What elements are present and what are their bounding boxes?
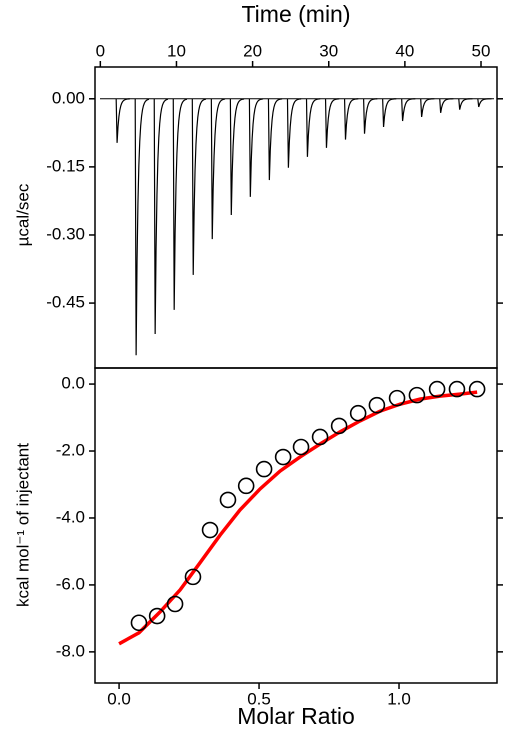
- x-tick-label: 0.0: [107, 689, 131, 708]
- x-tick-label: 1.0: [387, 689, 411, 708]
- bottom-frame: [94, 367, 498, 684]
- y-tick-label: -4.0: [56, 507, 85, 526]
- data-point: [408, 386, 426, 404]
- x-axis-title: Molar Ratio: [237, 703, 355, 729]
- data-point: [130, 614, 148, 632]
- data-point: [448, 380, 466, 398]
- injection-peak: [153, 98, 169, 334]
- injection-peak: [343, 98, 359, 140]
- injection-peak: [420, 98, 435, 118]
- y-tick-label: -8.0: [56, 641, 85, 660]
- x-tick-label: 20: [243, 41, 262, 60]
- data-point: [237, 477, 255, 495]
- injection-peak: [401, 98, 416, 122]
- injection-peak: [363, 98, 378, 134]
- y-tick-label: -0.45: [46, 293, 85, 312]
- y-axis-title: µcal/sec: [13, 183, 32, 246]
- data-point: [330, 417, 348, 435]
- injection-peak: [458, 98, 473, 110]
- data-point: [166, 595, 184, 613]
- y-tick-label: 0.00: [52, 88, 85, 107]
- injection-peak: [267, 98, 283, 181]
- data-point: [388, 389, 406, 407]
- injection-peak: [134, 98, 150, 356]
- x-tick-label: 50: [472, 41, 491, 60]
- x-tick-label: 40: [395, 41, 414, 60]
- y-tick-label: -2.0: [56, 441, 85, 460]
- x-axis-title: Time (min): [241, 1, 350, 27]
- x-tick-label: 0: [96, 41, 105, 60]
- data-point: [255, 460, 273, 478]
- x-tick-label: 10: [167, 41, 186, 60]
- data-point: [368, 396, 386, 414]
- injection-peak: [305, 98, 321, 157]
- injection-peak: [210, 98, 226, 240]
- data-point: [274, 448, 292, 466]
- injection-peak: [324, 98, 340, 148]
- data-point: [184, 568, 202, 586]
- data-point: [148, 607, 166, 625]
- data-point: [311, 428, 329, 446]
- injection-peak: [382, 98, 397, 127]
- data-point: [219, 491, 237, 509]
- data-point: [428, 380, 446, 398]
- data-point: [201, 521, 219, 539]
- injection-peak: [115, 98, 130, 143]
- injection-peak: [172, 98, 188, 310]
- y-tick-label: 0.0: [61, 374, 85, 393]
- injection-peak: [439, 98, 454, 113]
- x-tick-label: 30: [319, 41, 338, 60]
- injection-peak: [248, 98, 264, 197]
- injection-peak: [191, 98, 207, 275]
- y-tick-label: -6.0: [56, 574, 85, 593]
- injection-peak: [229, 98, 245, 216]
- injection-peak: [477, 98, 492, 108]
- data-point: [349, 404, 367, 422]
- data-point: [468, 380, 486, 398]
- y-axis-title: kcal mol⁻¹ of injectant: [13, 443, 32, 607]
- y-tick-label: -0.15: [46, 156, 85, 175]
- data-point: [292, 438, 310, 456]
- x-tick-label: 0.5: [247, 689, 271, 708]
- injection-peak: [286, 98, 302, 168]
- fit-line: [118, 390, 478, 646]
- y-tick-label: -0.30: [46, 224, 85, 243]
